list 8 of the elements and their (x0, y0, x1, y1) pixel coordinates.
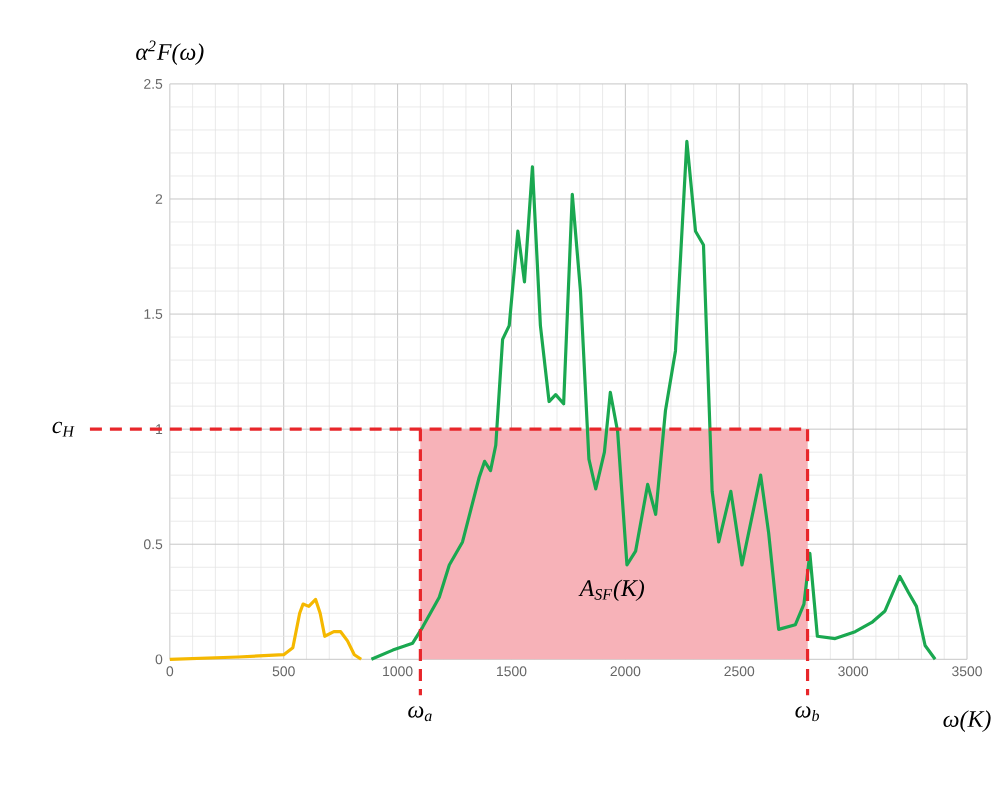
line-series (168, 598, 363, 662)
annotation: A$_{SF}$(K) (578, 579, 645, 602)
y-axis-title: α$^{2}$F(ω) (136, 40, 204, 66)
x-axis-title: ω(K) (943, 710, 991, 733)
ref-line-label: c$_{H}$ (52, 422, 75, 437)
ref-line-label: ω$_{b}$ (795, 706, 820, 722)
ref-line-label: ω$_{a}$ (408, 706, 432, 722)
line-series (369, 140, 937, 662)
